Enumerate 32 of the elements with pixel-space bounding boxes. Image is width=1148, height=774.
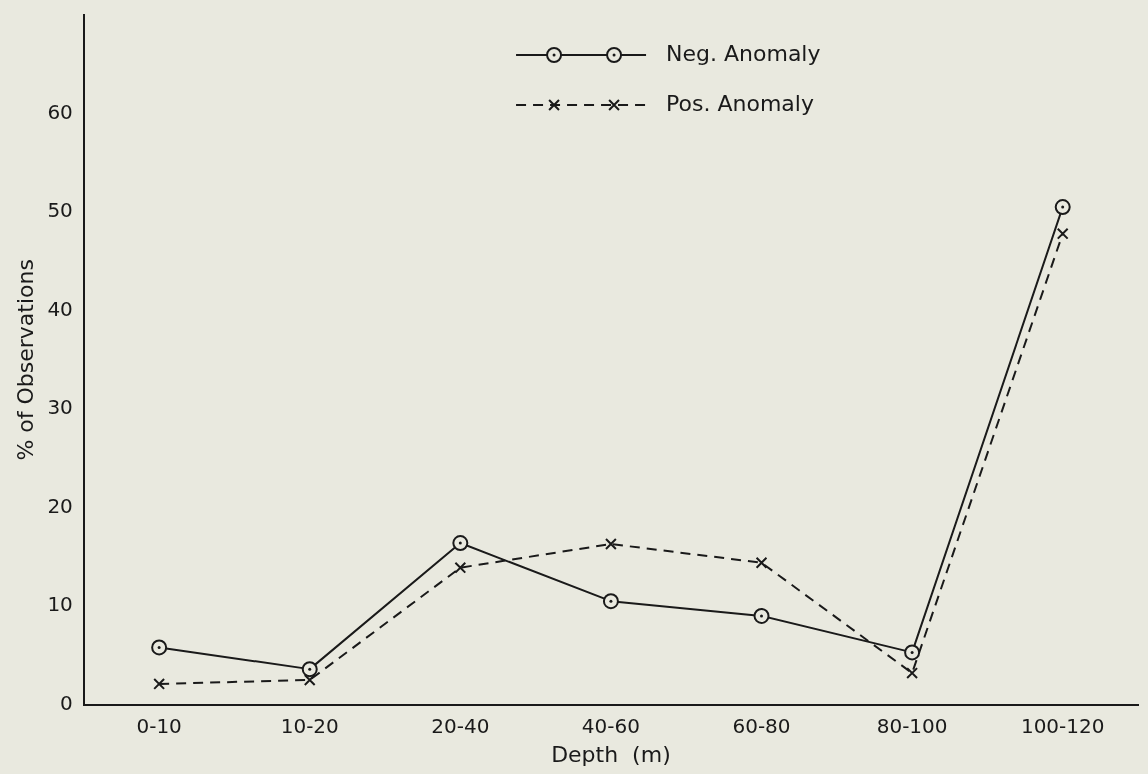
point [153, 677, 166, 690]
y-tick-label: 40 [47, 296, 73, 321]
y-axis-title: % of Observations [12, 259, 38, 461]
point [301, 661, 318, 678]
y-tick-label: 50 [47, 198, 73, 223]
x-tick-label: 100-120 [1020, 713, 1105, 738]
x-tick-label: 40-60 [581, 713, 640, 738]
x-tick-label: 80-100 [876, 713, 948, 738]
y-tick-label: 30 [47, 395, 73, 420]
x-tick-label: 0-10 [136, 713, 182, 738]
point [151, 639, 168, 656]
legend-label: Neg. Anomaly [666, 40, 821, 66]
y-tick-label: 60 [47, 99, 73, 124]
y-tick-label: 0 [60, 690, 73, 715]
point [904, 644, 921, 661]
legend-label: Pos. Anomaly [666, 90, 814, 116]
point [452, 535, 469, 552]
point [303, 674, 316, 686]
point [753, 607, 770, 624]
point [604, 538, 617, 550]
x-axis-title: Depth (m) [551, 741, 671, 767]
y-tick-label: 10 [47, 592, 73, 617]
point [1054, 199, 1071, 216]
x-tick-label: 20-40 [431, 713, 490, 738]
point [1056, 227, 1069, 240]
point [602, 593, 619, 610]
point [906, 667, 919, 680]
x-tick-label: 10-20 [280, 713, 339, 738]
point [755, 556, 768, 569]
y-tick-label: 20 [47, 493, 73, 518]
point [454, 561, 467, 574]
x-tick-label: 60-80 [732, 713, 791, 738]
